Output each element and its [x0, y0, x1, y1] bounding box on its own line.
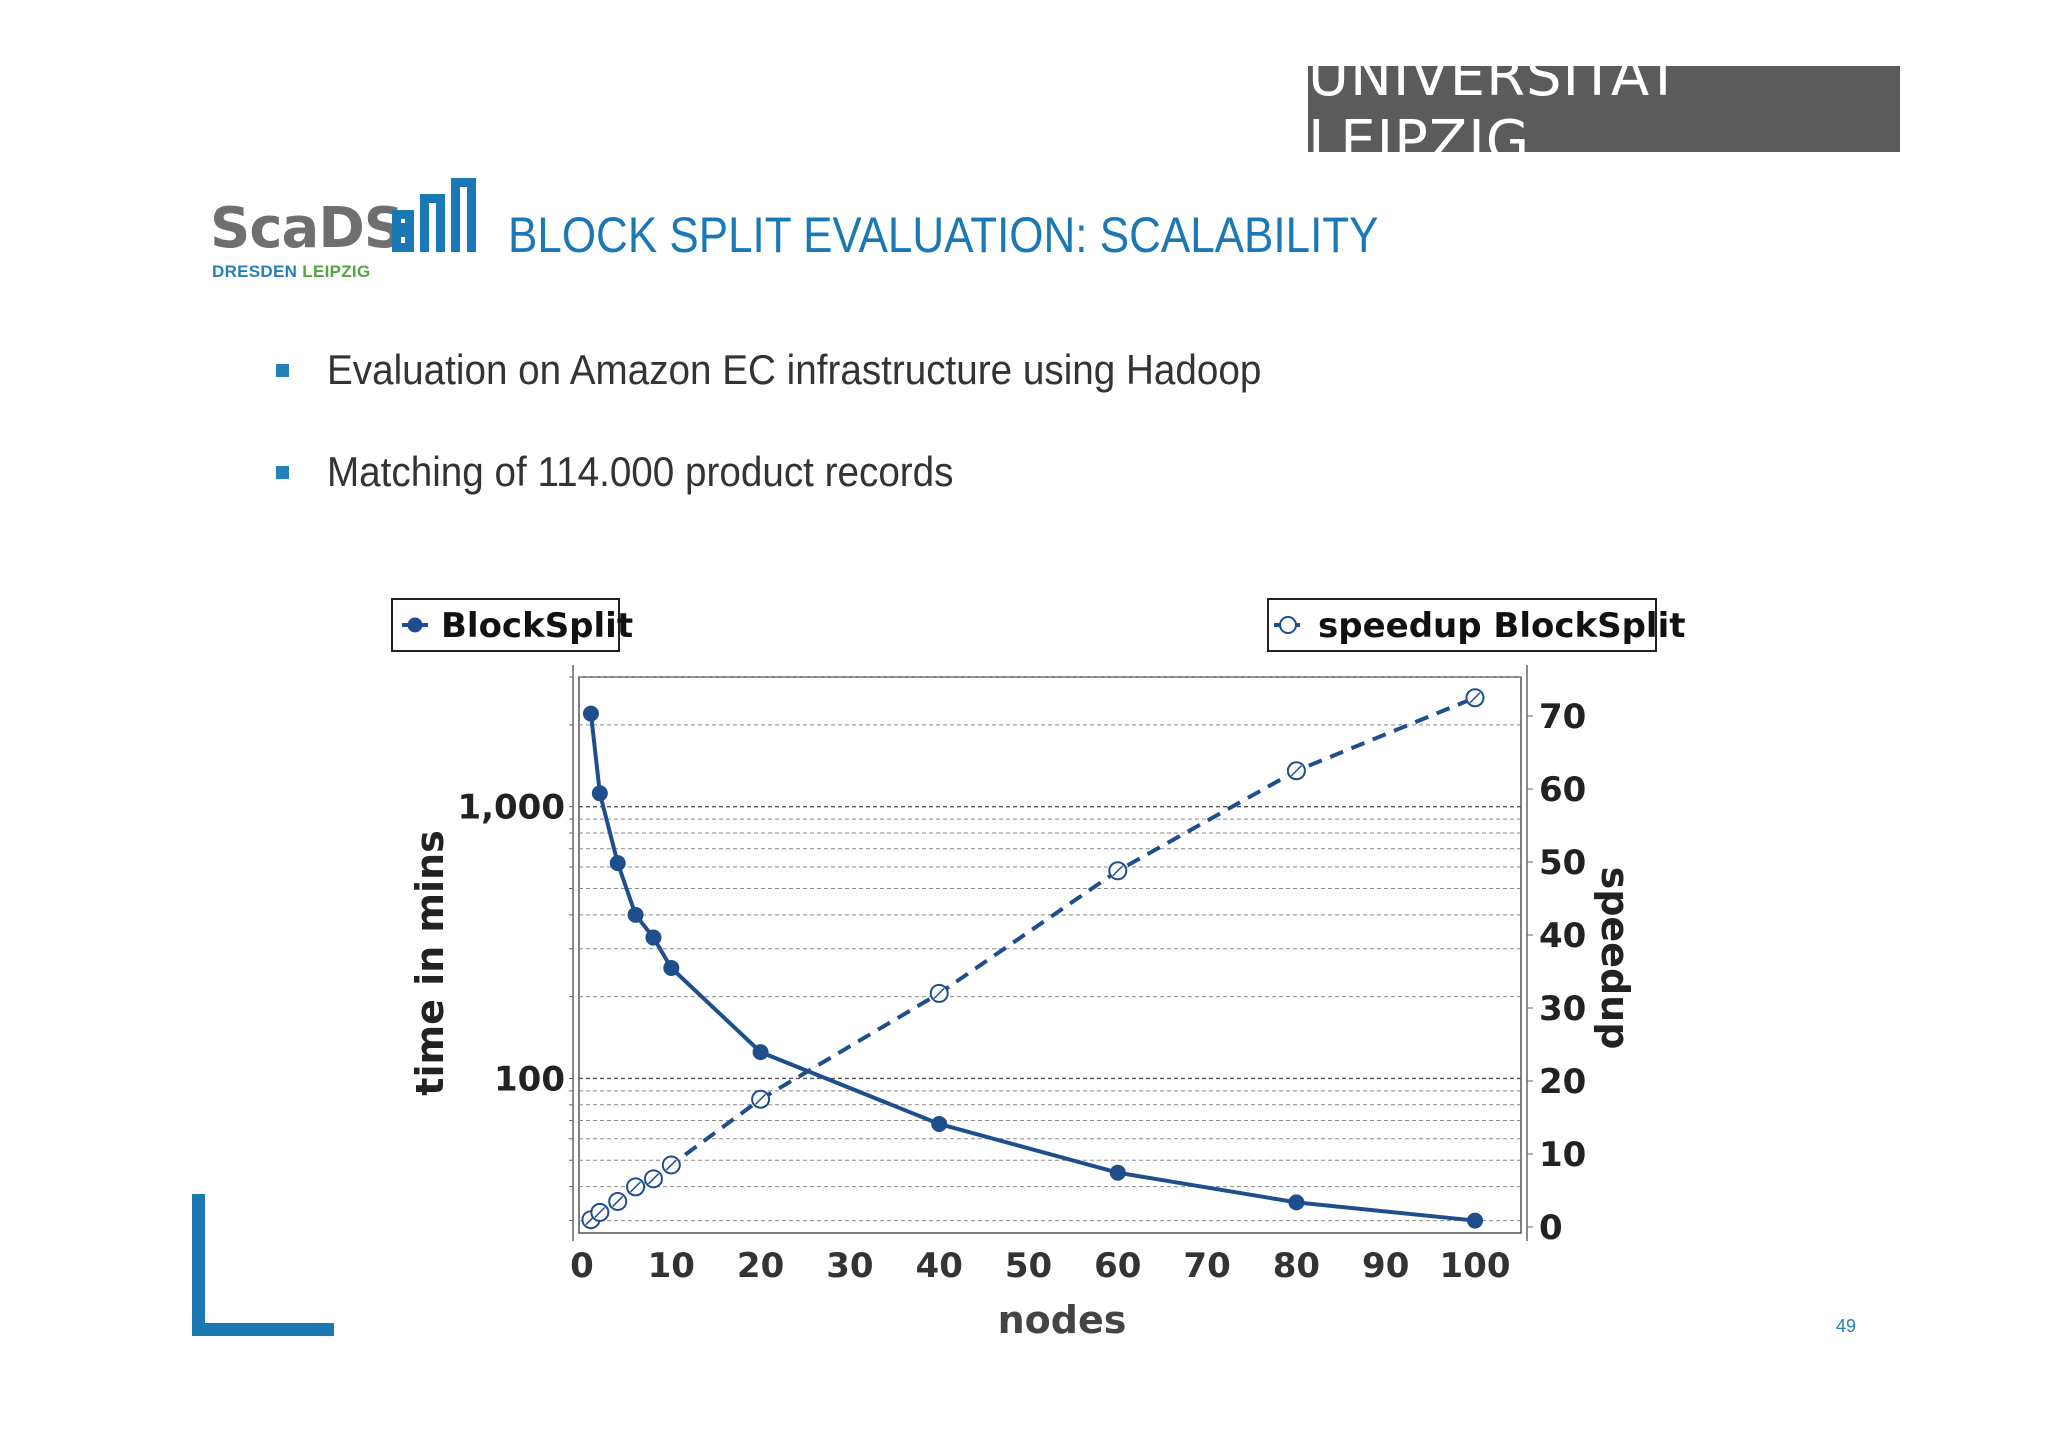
legend-box-speedup [1267, 598, 1657, 652]
blocksplit-point [1109, 1164, 1126, 1181]
speedup-point-slash [1112, 865, 1124, 877]
blocksplit-point [663, 959, 680, 976]
x-axis-title: nodes [998, 1298, 1127, 1342]
y-tick-label: 1,000 [457, 788, 565, 828]
slide-title: BLOCK SPLIT EVALUATION: SCALABILITY [508, 207, 1379, 263]
speedup-point-slash [647, 1173, 659, 1185]
blocksplit-point [1467, 1212, 1483, 1229]
y2-tick-label: 60 [1539, 770, 1586, 810]
logo-sub-dresden: DRESDEN [212, 262, 298, 281]
y2-tick-label: 50 [1539, 843, 1586, 883]
logo-subtitle: DRESDEN LEIPZIG [212, 262, 370, 282]
logo-sub-leipzig: LEIPZIG [302, 262, 371, 281]
y2-tick-label: 0 [1539, 1208, 1563, 1248]
blocksplit-point [591, 785, 608, 802]
speedup-point-slash [594, 1206, 606, 1218]
scalability-chart: 100 1,000 0 10 20 30 40 50 60 70 0 10 20 30 40 50 60 70 80… [320, 585, 1740, 1360]
blocksplit-point [582, 705, 599, 722]
y2-tick-label: 30 [1539, 989, 1586, 1029]
scads-logo: ScaDS DRESDEN LEIPZIG [210, 176, 480, 286]
x-tick-label: 60 [1094, 1246, 1141, 1286]
bullet-square-icon [276, 363, 289, 377]
bullet-square-icon [276, 465, 289, 479]
legend-marker-blocksplit [407, 617, 423, 633]
speedup-point-slash [1290, 765, 1302, 777]
logo-wordmark: ScaDS [210, 196, 404, 261]
y-axis-title: time in mins [408, 830, 452, 1095]
speedup-point-slash [612, 1195, 624, 1207]
y2-axis-title: speedup [1593, 867, 1637, 1050]
y2-tick-label: 10 [1539, 1135, 1586, 1175]
x-tick-label: 30 [826, 1246, 873, 1286]
speedup-point-slash [665, 1159, 677, 1171]
x-tick-label: 20 [737, 1246, 784, 1286]
y2-tick-label: 70 [1539, 697, 1586, 737]
bullet-item: Matching of 114.000 product records [276, 448, 1008, 496]
legend-marker-speedup [1279, 616, 1297, 634]
corner-bracket-icon [192, 1194, 334, 1336]
logo-bars-icon [392, 178, 476, 252]
y2-tick-label: 40 [1539, 916, 1586, 956]
university-banner: UNIVERSITÄT LEIPZIG [1308, 44, 1900, 174]
x-tick-label: 50 [1005, 1246, 1052, 1286]
speedup-point-slash [630, 1181, 642, 1193]
x-tick-label: 90 [1362, 1246, 1409, 1286]
speedup-point-slash [933, 987, 945, 999]
x-tick-label: 70 [1183, 1246, 1230, 1286]
blocksplit-point [752, 1044, 769, 1061]
bullet-text: Matching of 114.000 product records [327, 448, 954, 495]
blocksplit-point [627, 906, 644, 923]
speedup-point-slash [755, 1093, 767, 1105]
legend-label-speedup: speedup BlockSplit [1318, 606, 1686, 646]
chart-svg: 100 1,000 0 10 20 30 40 50 60 70 0 10 20 30 40 50 60 70 80… [391, 598, 1686, 1342]
blocksplit-point [931, 1115, 948, 1132]
legend-box-blocksplit [391, 598, 620, 652]
page-number: 49 [1836, 1316, 1857, 1336]
x-tick-label: 10 [648, 1246, 695, 1286]
bullet-text: Evaluation on Amazon EC infrastructure u… [327, 346, 1262, 393]
x-tick-label: 80 [1273, 1246, 1320, 1286]
bullet-item: Evaluation on Amazon EC infrastructure u… [276, 346, 1343, 394]
speedup-point-slash [1469, 692, 1481, 704]
blocksplit-point [609, 855, 626, 872]
x-tick-label: 0 [570, 1246, 594, 1286]
legend-label-blocksplit: BlockSplit [441, 606, 633, 646]
x-tick-label: 40 [916, 1246, 963, 1286]
blocksplit-point [1288, 1194, 1305, 1211]
plot-area [578, 676, 1522, 1234]
blocksplit-point [645, 929, 662, 946]
y2-tick-label: 20 [1539, 1062, 1586, 1102]
y-tick-label: 100 [494, 1059, 565, 1099]
x-tick-label: 100 [1440, 1246, 1511, 1286]
